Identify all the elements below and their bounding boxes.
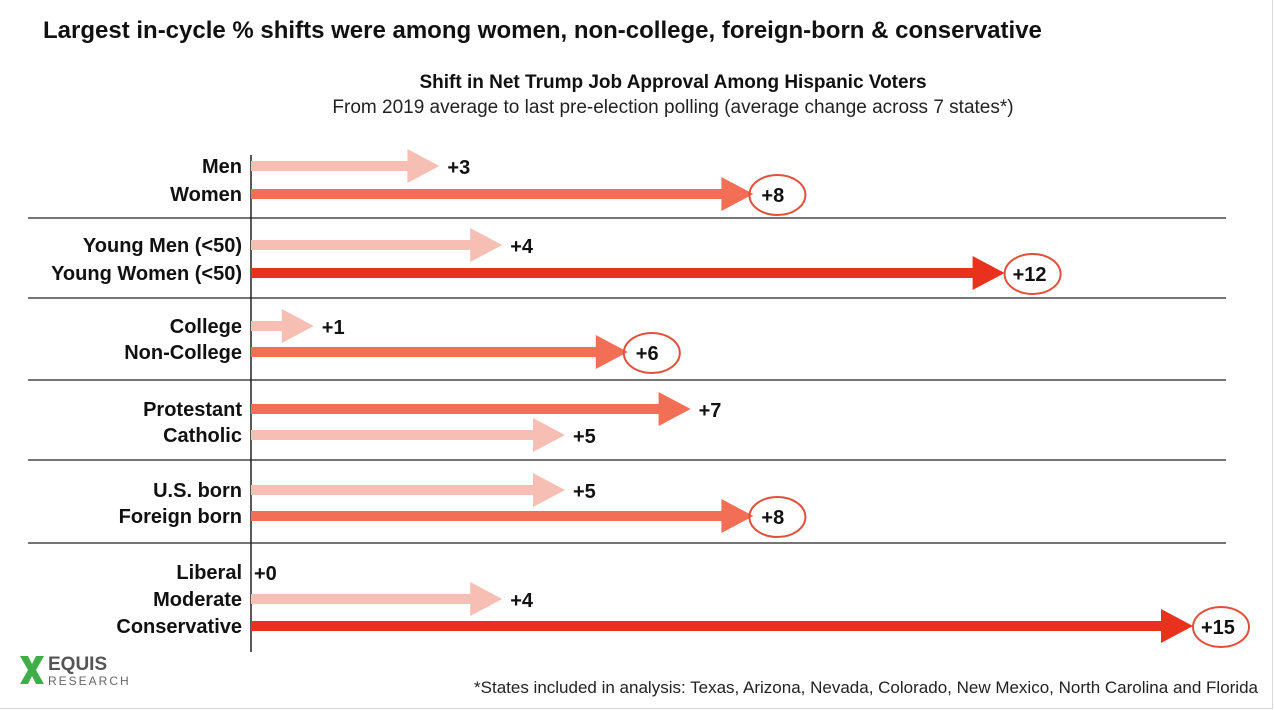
value-label: +6 [636,343,659,365]
value-label: +8 [761,185,784,207]
arrow-bar [251,473,565,507]
arrow-bar [251,256,1005,290]
arrow-bar [251,582,503,616]
category-label: Men [202,156,242,178]
value-label: +5 [573,481,596,503]
arrow-bar [251,392,691,426]
arrow-bar [251,418,565,452]
logo-wordmark: EQUIS [48,654,108,675]
equis-logo: EQUIS RESEARCH [18,654,148,690]
value-label: +5 [573,426,596,448]
value-label: +4 [510,236,534,258]
value-label: +12 [1013,264,1047,286]
highlight-circle [748,174,807,216]
arrow-bar [251,609,1193,643]
category-label: Protestant [143,399,242,421]
category-label: Young Men (<50) [83,235,242,257]
highlight-circle [622,332,681,374]
category-label: Foreign born [119,506,242,528]
arrow-bar [251,335,628,369]
value-label: +8 [761,507,784,529]
value-label: +3 [447,157,470,179]
equis-x-icon [20,656,44,684]
highlight-circle [748,496,807,538]
category-label: Conservative [116,616,242,638]
chart-title: Shift in Net Trump Job Approval Among Hi… [419,72,927,93]
arrow-bar [251,149,440,183]
logo-subtitle: RESEARCH [48,674,131,688]
arrow-bar [251,228,503,262]
category-label: Women [170,184,242,206]
category-label: Young Women (<50) [51,263,242,285]
value-label: +15 [1201,617,1235,639]
category-label: Liberal [176,562,242,584]
value-label: +4 [510,590,534,612]
arrow-bar [251,499,754,533]
arrow-bar [251,177,754,211]
value-label: +0 [254,563,277,585]
category-label: Non-College [124,342,242,364]
highlight-circle [1003,253,1062,295]
category-label: College [170,316,242,338]
category-label: U.S. born [153,480,242,502]
highlight-circle [1192,606,1250,648]
arrow-bar [251,309,314,343]
footnote: *States included in analysis: Texas, Ari… [474,678,1258,697]
category-label: Moderate [153,589,242,611]
headline: Largest in-cycle % shifts were among wom… [43,17,1042,44]
category-label: Catholic [163,425,242,447]
chart-subtitle: From 2019 average to last pre-election p… [332,97,1014,118]
value-label: +7 [699,400,722,422]
value-label: +1 [322,317,345,339]
